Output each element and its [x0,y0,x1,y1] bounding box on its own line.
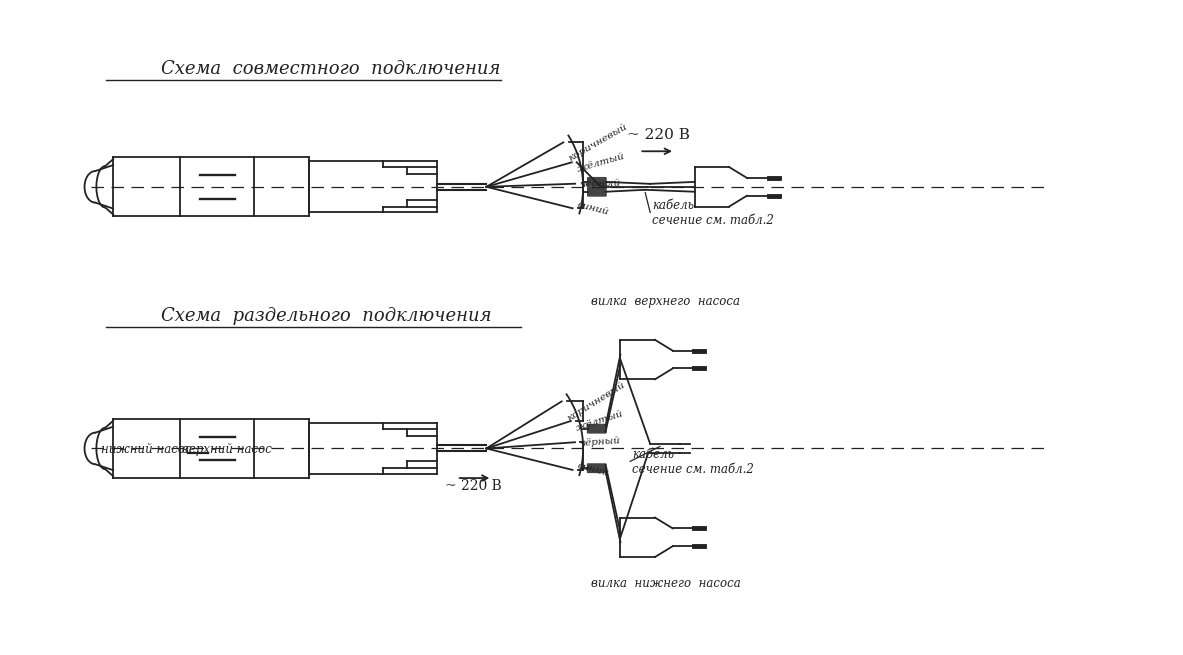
Text: чёрный: чёрный [578,436,621,448]
Text: ~ 220 В: ~ 220 В [445,479,502,493]
Text: нижний насос: нижний насос [102,443,192,457]
Text: жёлтый: жёлтый [576,151,626,174]
FancyBboxPatch shape [587,187,607,196]
FancyBboxPatch shape [587,177,607,187]
Text: вилка  нижнего  насоса: вилка нижнего насоса [590,576,741,590]
Text: жёлтый: жёлтый [575,409,625,433]
Text: синий: синий [576,462,610,478]
Text: ~ 220 В: ~ 220 В [627,128,691,142]
Text: коричневый: коричневый [565,380,627,422]
Text: кабель
сечение см. табл.2: кабель сечение см. табл.2 [652,199,774,227]
Text: кабель
сечение см. табл.2: кабель сечение см. табл.2 [632,448,754,476]
Text: верхний насос: верхний насос [182,443,272,457]
FancyBboxPatch shape [587,424,607,434]
Text: синий: синий [576,200,610,217]
Text: вилка  верхнего  насоса: вилка верхнего насоса [590,295,739,309]
Text: Схема  раздельного  подключения: Схема раздельного подключения [161,307,491,325]
Text: Схема  совместного  подключения: Схема совместного подключения [161,60,500,78]
Text: коричневый: коричневый [568,122,629,163]
Text: чёрный: чёрный [580,179,621,189]
FancyBboxPatch shape [587,463,607,473]
